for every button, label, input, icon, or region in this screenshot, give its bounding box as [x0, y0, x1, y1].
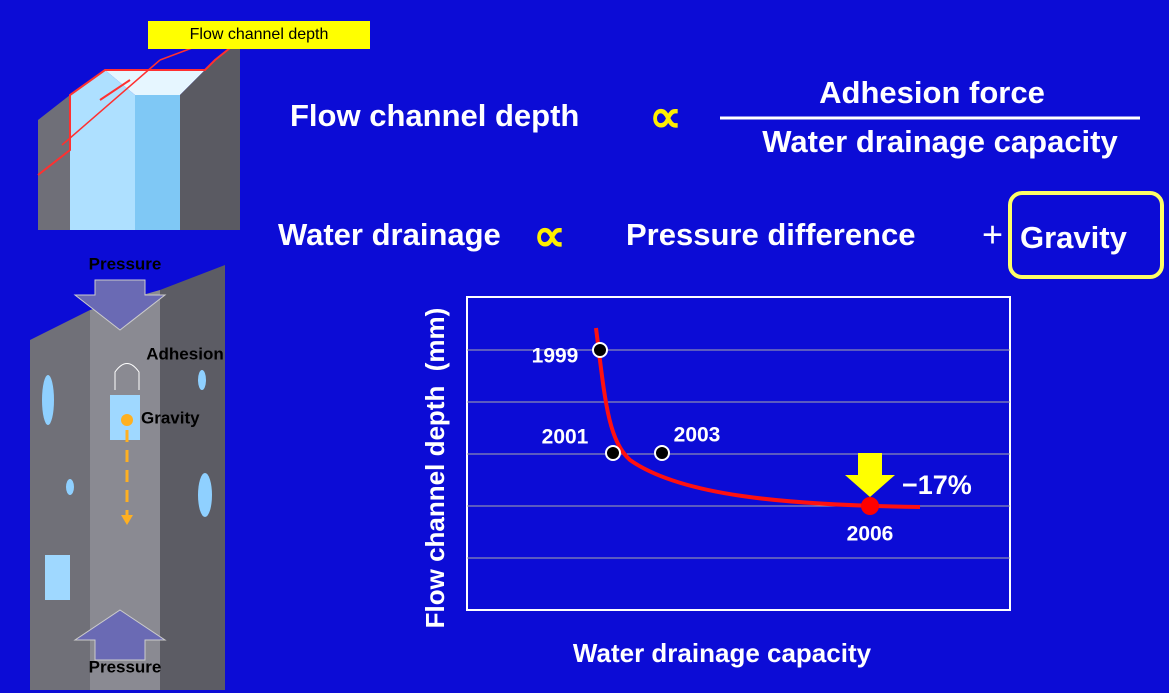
term: Pressure difference	[626, 217, 915, 252]
chart	[466, 296, 1011, 611]
gravity-label: Gravity	[141, 408, 200, 427]
point-label: 1999	[532, 345, 579, 368]
point-label: 2003	[674, 424, 721, 447]
adhesion-label: Adhesion	[146, 344, 223, 363]
pressure-label: Pressure	[89, 254, 162, 273]
plus: +	[982, 214, 1003, 255]
callout: Flow channel depth	[190, 26, 329, 43]
callout-box	[148, 21, 370, 49]
pressure-label: Pressure	[89, 657, 162, 676]
point-label: 2006	[847, 523, 894, 546]
equation-lhs: Water drainage	[278, 217, 501, 252]
equation-lhs: Flow channel depth	[290, 98, 579, 133]
y-axis-label: Flow channel depth (mm)	[420, 308, 450, 629]
x-axis-label: Water drainage capacity	[573, 638, 872, 668]
change-label: −17%	[902, 470, 972, 500]
proportional-symbol: ∝	[649, 90, 682, 142]
plate-illustration	[30, 265, 225, 690]
highlight-box	[1008, 191, 1164, 279]
channel-illustration	[37, 29, 241, 230]
term: Gravity	[1020, 220, 1128, 255]
point-label: 2001	[542, 426, 589, 449]
numerator: Adhesion force	[819, 75, 1045, 110]
denominator: Water drainage capacity	[762, 124, 1118, 159]
proportional-symbol: ∝	[533, 209, 566, 261]
